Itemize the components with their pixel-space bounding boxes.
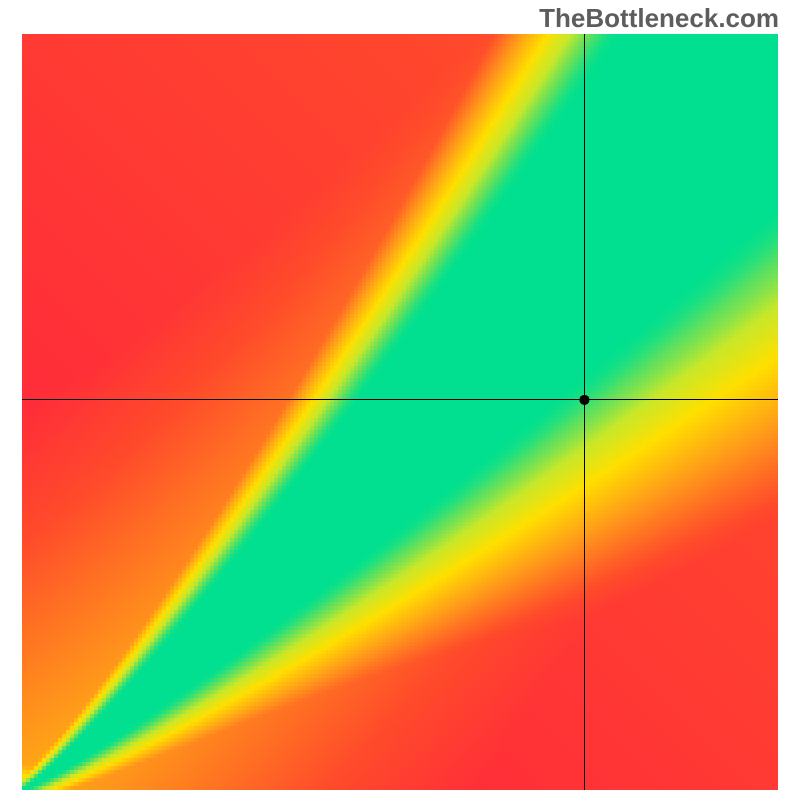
crosshair-vertical bbox=[584, 34, 585, 790]
bottleneck-heatmap bbox=[22, 34, 778, 790]
watermark-text: TheBottleneck.com bbox=[539, 3, 779, 34]
crosshair-horizontal bbox=[22, 399, 778, 400]
chart-container: TheBottleneck.com bbox=[0, 0, 800, 800]
